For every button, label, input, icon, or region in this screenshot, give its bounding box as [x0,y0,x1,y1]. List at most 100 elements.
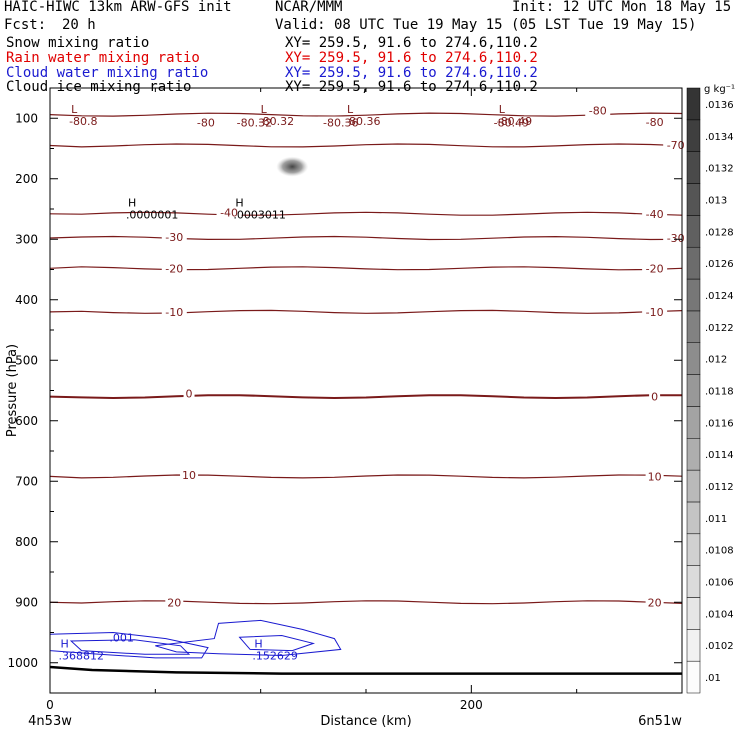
colorbar-swatch [686,183,701,216]
colorbar-swatch [686,501,701,535]
snow-field-name: Snow mixing ratio [6,35,150,51]
model-title: HAIC-HIWC 13km ARW-GFS init [4,0,232,15]
valid-time: Valid: 08 UTC Tue 19 May 15 (05 LST Tue … [275,17,697,33]
contour-label-bg [161,262,187,275]
high-marker: H [254,638,262,651]
colorbar-swatch [686,119,701,152]
colorbar-swatch [686,246,701,280]
forecast-hour: 20 h [62,17,96,33]
x-endpoint-left: 4n53w [28,714,72,729]
temperature-contour-label: -80.36 [323,116,358,129]
contour-label-bg [649,390,661,403]
forecast-label: Fcst: [4,17,47,33]
cloud-water-field-name: Cloud water mixing ratio [6,65,209,81]
contour-label-bg [645,470,664,483]
temperature-contour-label: -20 [165,262,183,275]
temperature-contour-label: -80 [646,116,664,129]
extremum-value: .152629 [252,650,298,663]
colorbar-swatch [686,342,701,375]
extremum-value: -80.36 [345,115,380,128]
contour-label-bg [231,116,278,129]
temperature-contour-label: -40 [646,208,664,221]
temperature-contour-label: -10 [646,306,664,319]
colorbar-swatch [686,406,701,439]
colorbar-swatch [686,533,701,566]
org-label: NCAR/MMM [275,0,343,15]
colorbar-swatch [686,87,701,121]
low-marker: L [71,103,78,116]
temperature-contour-label: 20 [648,596,662,609]
contour-label-bg [642,207,668,220]
extremum-value: -80.8 [69,115,97,128]
colorbar-swatch [686,374,701,407]
colorbar-label: .0128 [705,227,734,238]
extremum-value: .0003011 [233,209,285,222]
contour-label-bg [585,104,611,117]
colorbar-label: .0118 [705,387,734,398]
y-tick-label: 900 [15,595,38,609]
high-marker: H [128,197,136,210]
colorbar-label: .011 [705,514,727,525]
colorbar-swatch [686,629,701,662]
colorbar-swatch [686,469,701,503]
high-marker: H [235,197,243,210]
temperature-contour [50,235,682,241]
x-tick-label: 200 [460,698,483,712]
y-tick-label: 700 [15,474,38,488]
temperature-contour-label: -20 [646,262,664,275]
colorbar-unit: g kg⁻¹ [704,84,735,95]
contour-label-bg [645,596,664,609]
contour-label-bg [317,116,364,129]
temperature-contour-label: 20 [167,596,181,609]
contour-label-bg [193,116,219,129]
rain-field-name: Rain water mixing ratio [6,50,200,66]
temperature-contour [50,474,682,479]
colorbar-label: .0108 [705,546,734,557]
low-marker: L [261,103,268,116]
ground-line [50,665,682,675]
temperature-contour-label: -80.49 [494,116,529,129]
temperature-contour-label: -10 [165,306,183,319]
temperature-contour-label: 0 [186,388,193,401]
contour-label-bg [165,596,184,609]
colorbar-swatch [686,215,701,248]
contour-label-bg [180,469,199,482]
colorbar-swatch [686,660,701,694]
temperature-contour-label: -40 [220,207,238,220]
y-tick-label: 600 [15,414,38,428]
colorbar-label: .012 [705,355,727,366]
colorbar-swatch [686,565,701,598]
temperature-contour [50,394,682,400]
temperature-contour-label: -80 [197,116,215,129]
cloud-water-contour [238,634,316,652]
x-axis-title: Distance (km) [320,714,411,729]
high-marker: H [61,638,69,651]
x-tick-label: 0 [46,698,54,712]
colorbar-label: .0106 [705,578,734,589]
colorbar-label: .0112 [705,482,734,493]
colorbar-swatch [686,278,701,312]
temperature-contour [50,211,682,216]
temperature-contour-label: 10 [648,470,662,483]
colorbar-label: .0102 [705,641,734,652]
y-tick-label: 1000 [7,656,38,670]
temperature-contour-label: 0 [651,391,658,404]
cloud-water-contour-label: .001 [109,631,134,644]
rain-field-xy: XY= 259.5, 91.6 to 274.6,110.2 [285,50,538,66]
y-tick-label: 100 [15,111,38,125]
low-marker: L [499,103,506,116]
cloud-water-contour [50,631,209,659]
colorbar-swatch [686,310,701,343]
y-tick-label: 200 [15,172,38,186]
temperature-contour-label: -30 [165,231,183,244]
colorbar-label: .0134 [705,132,734,143]
colorbar-label: .013 [705,195,727,206]
y-tick-label: 300 [15,232,38,246]
y-axis-title: Pressure (hPa) [5,344,20,437]
y-tick-label: 800 [15,535,38,549]
cloud-ice-maximum [276,156,309,177]
plot-frame [49,87,683,694]
x-endpoint-right: 6n51w [638,714,682,729]
temperature-contour [50,112,682,117]
